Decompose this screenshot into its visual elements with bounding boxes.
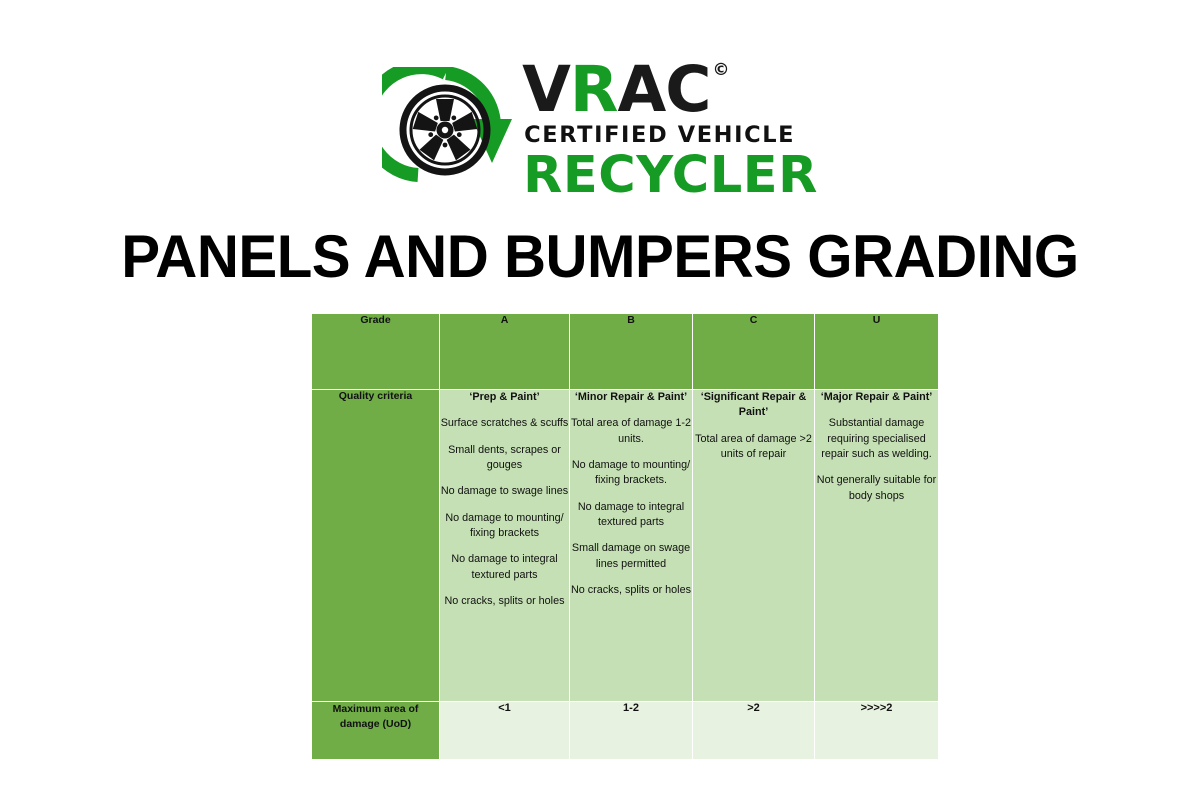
logo-letter-r: R — [569, 52, 619, 126]
recycle-arrow-alloy-wheel-icon — [382, 66, 514, 195]
row-label-quality-criteria: Quality criteria — [312, 390, 440, 702]
quality-criteria-row: Quality criteria ‘Prep & Paint’ Surface … — [312, 390, 938, 702]
criteria-b-item-0: ‘Minor Repair & Paint’ — [574, 391, 688, 403]
logo-tagline: CERTIFIED VEHICLE — [524, 121, 796, 148]
header-grade-c: C — [693, 314, 815, 390]
row-label-max-area: Maximum area of damage (UoD) — [312, 702, 440, 760]
criteria-cell-b: ‘Minor Repair & Paint’ Total area of dam… — [570, 390, 693, 702]
copyright-icon: © — [712, 59, 729, 80]
criteria-b-item-5: No cracks, splits or holes — [570, 583, 691, 596]
max-area-value-b: 1-2 — [570, 702, 693, 760]
max-area-row: Maximum area of damage (UoD) <1 1-2 >2 >… — [312, 702, 938, 760]
criteria-b-item-3: No damage to integral textured parts — [577, 500, 685, 528]
header-grade-label: Grade — [312, 314, 440, 390]
criteria-a-item-2: Small dents, scrapes or gouges — [448, 443, 561, 471]
criteria-a-item-4: No damage to mounting/ fixing brackets — [445, 511, 564, 539]
logo-vrac-row: V R A C © — [522, 52, 818, 126]
criteria-a-item-5: No damage to integral textured parts — [451, 553, 558, 581]
criteria-u-item-2: Not generally suitable for body shops — [816, 474, 937, 502]
logo-inner: V R A C © CERTIFIED VEHICLE RECYCLER — [382, 52, 818, 206]
criteria-c-item-0: ‘Significant Repair & Paint’ — [700, 391, 807, 419]
table-header-row: Grade A B C U — [312, 314, 938, 390]
max-area-value-u: >>>>2 — [815, 702, 938, 760]
criteria-cell-u: ‘Major Repair & Paint’ Substantial damag… — [815, 390, 938, 702]
page-title: PANELS AND BUMPERS GRADING — [121, 223, 1079, 290]
criteria-c-item-1: Total area of damage >2 units of repair — [695, 432, 812, 460]
criteria-b-item-1: Total area of damage 1-2 units. — [570, 417, 692, 445]
logo-letter-a: A — [617, 52, 666, 126]
header-grade-u: U — [815, 314, 938, 390]
criteria-b-item-2: No damage to mounting/ fixing brackets. — [571, 458, 691, 487]
criteria-a-item-3: No damage to swage lines — [440, 485, 569, 498]
header-grade-b: B — [570, 314, 693, 390]
criteria-a-item-1: Surface scratches & scuffs — [440, 417, 569, 430]
header-grade-a: A — [440, 314, 570, 390]
logo-wordmark: V R A C © CERTIFIED VEHICLE RECYCLER — [522, 52, 818, 206]
criteria-u-item-1: Substantial damage requiring specialised… — [821, 417, 932, 460]
criteria-cell-c: ‘Significant Repair & Paint’ Total area … — [693, 390, 815, 702]
logo-recycler-word: RECYCLER — [523, 146, 818, 206]
criteria-u-item-0: ‘Major Repair & Paint’ — [820, 391, 933, 403]
logo-letter-c: C — [665, 52, 711, 126]
vrac-logo: V R A C © CERTIFIED VEHICLE RECYCLER — [0, 56, 1200, 206]
logo-letter-v: V — [522, 52, 571, 126]
criteria-a-item-0: ‘Prep & Paint’ — [469, 391, 540, 403]
panels-bumpers-grading-table: Grade A B C U Quality criteria ‘Prep & P… — [312, 314, 938, 760]
criteria-a-item-6: No cracks, splits or holes — [444, 594, 565, 607]
max-area-value-a: <1 — [440, 702, 570, 760]
criteria-b-item-4: Small damage on swage lines permitted — [571, 542, 691, 570]
max-area-value-c: >2 — [693, 702, 815, 760]
criteria-cell-a: ‘Prep & Paint’ Surface scratches & scuff… — [440, 390, 570, 702]
